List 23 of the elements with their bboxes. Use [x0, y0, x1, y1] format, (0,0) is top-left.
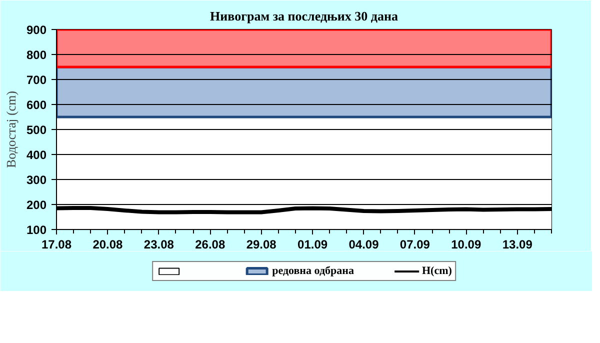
x-tick-label: 04.09 [348, 238, 380, 252]
legend-label: редовна одбрана [272, 265, 354, 277]
legend-label: H(cm) [422, 265, 452, 277]
x-tick-label: 23.08 [144, 238, 174, 252]
y-tick-label: 600 [26, 98, 47, 112]
x-tick-label: 07.09 [400, 238, 430, 252]
y-tick-label: 200 [26, 198, 47, 212]
x-tick-label: 26.08 [195, 238, 226, 252]
y-tick-label: 300 [26, 173, 47, 187]
y-tick-label: 800 [26, 48, 47, 62]
y-tick-label: 500 [26, 123, 47, 137]
y-tick-label: 700 [26, 73, 47, 87]
x-tick-label: 10.09 [451, 238, 482, 252]
x-tick-label: 29.08 [246, 238, 277, 252]
x-tick-label: 13.09 [502, 238, 533, 252]
y-axis-title: Водостај (cm) [3, 90, 18, 168]
x-tick-label: 20.08 [92, 238, 124, 252]
y-tick-label: 400 [26, 148, 47, 162]
y-tick-label: 900 [26, 23, 47, 37]
x-tick-label: 01.09 [298, 238, 328, 252]
x-tick-label: 17.08 [41, 238, 72, 252]
y-tick-label: 100 [26, 223, 47, 237]
chart-title: Нивограм за последњих 30 дана [210, 8, 398, 24]
